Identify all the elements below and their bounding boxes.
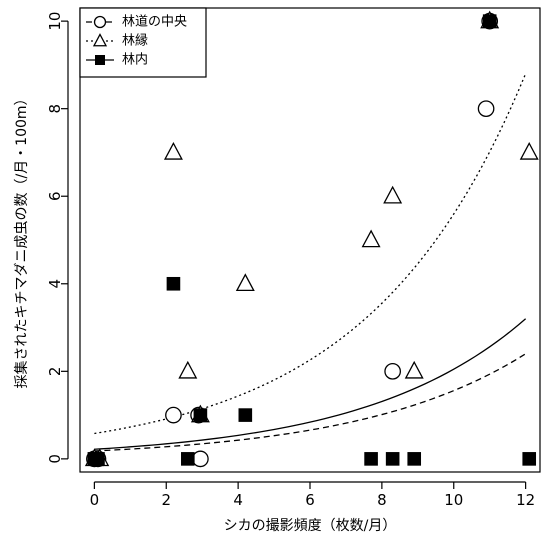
y-axis-title: 採集されたキチマダニ成虫の数（/月・100m） [13,91,30,388]
x-tick-label: 4 [233,491,243,509]
x-tick-label: 8 [377,491,387,509]
plot-area [84,10,539,468]
x-tick-label: 6 [305,491,315,509]
data-point-3-3 [166,276,181,291]
data-point-2-8 [383,185,403,204]
data-point-3-7 [364,452,378,466]
y-tick-label: 4 [46,279,64,289]
x-tick-label: 12 [516,491,535,509]
data-point-3-2 [91,452,105,466]
axes: 0 2 4 6 8 10 12 0 2 4 6 8 10 [46,7,541,509]
legend-marker-2 [92,33,108,47]
data-point-2-11 [519,141,539,160]
data-point-2-9 [404,360,424,379]
legend-label-2: 林縁 [122,33,148,49]
data-point-2-4 [178,360,198,379]
y-tick-label: 6 [46,191,64,201]
data-point-2-7 [361,229,381,248]
fit-line-3 [94,318,527,450]
data-point-3-6 [238,408,253,422]
x-axis-title: シカの撮影頻度（枚数/月） [224,517,397,534]
fit-line-2 [94,73,527,435]
data-point-1-3 [165,406,182,424]
data-point-1-6 [384,362,402,380]
x-tick-label: 2 [161,491,171,509]
data-point-3-10 [482,14,497,28]
data-point-2-3 [163,141,183,160]
data-point-3-8 [385,452,400,466]
fit-line-1 [94,353,526,452]
data-point-1-5 [192,450,209,468]
y-tick-label: 10 [46,12,64,31]
data-point-3-11 [522,452,537,466]
legend-marker-3 [95,55,105,65]
data-point-3-5 [193,408,208,422]
data-point-1-7 [477,100,495,118]
data-point-3-4 [181,452,195,466]
y-tick-label: 2 [46,367,64,377]
y-tick-label: 0 [46,454,64,464]
x-tick-label: 0 [90,491,100,509]
data-point-3-9 [407,452,422,466]
x-tick-label: 10 [444,491,463,509]
legend-label-1: 林道の中央 [122,15,187,30]
plot-frame [79,7,541,473]
legend-label-3: 林内 [122,52,148,68]
y-tick-label: 8 [46,104,64,114]
legend-marker-1 [93,15,107,29]
data-point-2-6 [235,273,255,292]
